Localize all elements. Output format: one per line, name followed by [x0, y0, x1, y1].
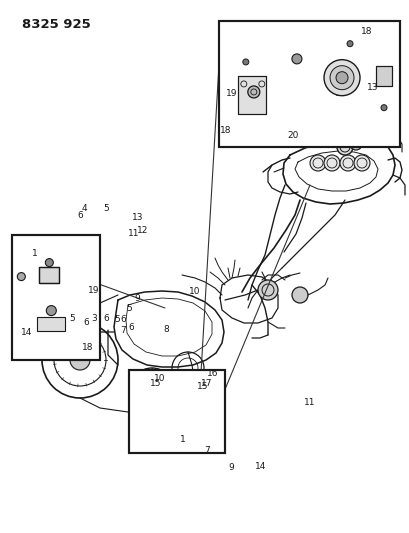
Text: 1: 1	[179, 435, 185, 444]
Text: 15: 15	[150, 379, 161, 388]
Circle shape	[45, 259, 53, 266]
Text: 9: 9	[228, 463, 234, 472]
Circle shape	[164, 405, 171, 411]
Text: 8: 8	[163, 325, 169, 334]
Text: 6: 6	[120, 316, 126, 324]
Text: 17: 17	[201, 379, 212, 388]
Text: 12: 12	[137, 226, 148, 235]
Circle shape	[242, 59, 248, 65]
Text: 11: 11	[303, 398, 315, 407]
Bar	[375, 66, 391, 86]
Text: 6: 6	[77, 211, 83, 220]
Circle shape	[46, 305, 56, 316]
Text: 6: 6	[128, 324, 134, 332]
Text: 4: 4	[81, 205, 87, 213]
Text: 6: 6	[103, 314, 109, 323]
Text: 13: 13	[366, 84, 378, 92]
Circle shape	[201, 398, 209, 406]
Text: 2: 2	[46, 308, 52, 316]
Text: 9: 9	[134, 294, 140, 303]
Circle shape	[291, 287, 307, 303]
Circle shape	[155, 405, 161, 411]
Circle shape	[247, 86, 259, 98]
Circle shape	[323, 60, 359, 96]
Text: 8325 925: 8325 925	[22, 18, 90, 31]
Text: 6: 6	[83, 318, 89, 327]
Text: 16: 16	[207, 369, 218, 377]
Text: 20: 20	[287, 132, 298, 140]
Bar	[375, 66, 391, 86]
Circle shape	[147, 398, 155, 406]
Text: 5: 5	[114, 316, 119, 324]
Text: 18: 18	[219, 126, 231, 135]
Text: 5: 5	[103, 205, 108, 213]
Text: 11: 11	[127, 229, 139, 238]
Circle shape	[291, 54, 301, 64]
Text: 19: 19	[334, 89, 345, 98]
Bar	[129, 370, 225, 453]
Text: 7: 7	[120, 326, 126, 335]
Text: 18: 18	[82, 343, 94, 352]
Circle shape	[346, 41, 352, 47]
Text: 1: 1	[32, 249, 38, 257]
Circle shape	[175, 405, 180, 411]
Text: 14: 14	[21, 328, 32, 337]
Circle shape	[162, 397, 172, 407]
Circle shape	[145, 405, 151, 411]
Text: 18: 18	[360, 28, 372, 36]
Circle shape	[70, 350, 90, 370]
Circle shape	[184, 405, 191, 411]
Circle shape	[380, 104, 386, 111]
Bar	[237, 76, 265, 114]
Circle shape	[353, 155, 369, 171]
Bar	[37, 317, 65, 330]
Text: 19: 19	[225, 89, 237, 98]
Circle shape	[257, 280, 277, 300]
Circle shape	[17, 272, 25, 280]
Circle shape	[349, 138, 361, 150]
Text: 13: 13	[131, 213, 143, 222]
Text: 5: 5	[126, 304, 132, 312]
Circle shape	[323, 155, 339, 171]
Text: 10: 10	[154, 374, 165, 383]
Circle shape	[329, 66, 353, 90]
Text: 3: 3	[91, 314, 97, 323]
Text: 10: 10	[189, 287, 200, 296]
Bar	[129, 370, 225, 453]
Text: 19: 19	[88, 286, 99, 295]
Text: 7: 7	[204, 446, 209, 455]
Bar	[12, 235, 100, 360]
Bar	[237, 76, 265, 114]
Bar	[219, 21, 399, 147]
Text: 5: 5	[69, 314, 74, 323]
Bar	[39, 266, 59, 282]
Circle shape	[335, 71, 347, 84]
Circle shape	[309, 155, 325, 171]
Bar	[39, 266, 59, 282]
Text: 14: 14	[254, 462, 265, 471]
Bar	[12, 235, 100, 360]
Bar	[219, 21, 399, 147]
Text: 15: 15	[197, 382, 208, 391]
Circle shape	[336, 139, 352, 155]
Circle shape	[146, 384, 157, 396]
Circle shape	[339, 155, 355, 171]
